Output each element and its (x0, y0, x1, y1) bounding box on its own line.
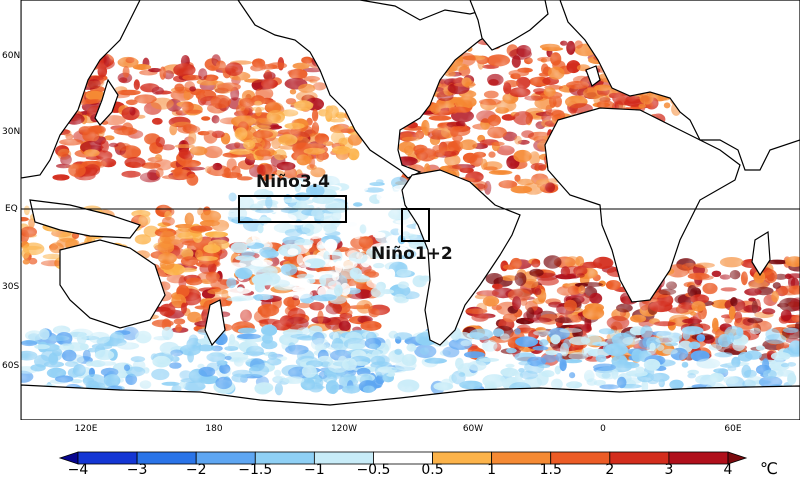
colorbar-tick-label: −0.5 (356, 462, 390, 478)
colorbar (0, 444, 800, 484)
colorbar-tick-label: −3 (127, 462, 148, 478)
sst-anomaly-map (0, 0, 800, 420)
colorbar-tick-label: −1.5 (238, 462, 272, 478)
lon-label-120w: 120W (331, 424, 357, 434)
colorbar-tick-label: 4 (724, 462, 733, 478)
lon-label-120e: 120E (75, 424, 98, 434)
colorbar-tick-label: 3 (664, 462, 673, 478)
lon-label-0: 0 (600, 424, 606, 434)
colorbar-segment (669, 452, 728, 464)
lat-label-30s: 30S (2, 282, 19, 292)
colorbar-segment (610, 452, 669, 464)
nino34-label: Niño3.4 (256, 172, 330, 192)
colorbar-tick-label: 0.5 (421, 462, 443, 478)
lon-label-60e: 60E (724, 424, 741, 434)
colorbar-tick-label: −4 (68, 462, 89, 478)
lat-label-30n: 30N (2, 127, 20, 137)
nino12-label: Niño1+2 (371, 244, 453, 264)
colorbar-tick-label: −2 (186, 462, 207, 478)
lon-label-60w: 60W (463, 424, 483, 434)
colorbar-tick-label: 2 (605, 462, 614, 478)
lon-label-180: 180 (205, 424, 222, 434)
lat-label-60n: 60N (2, 51, 20, 61)
colorbar-unit: ℃ (760, 459, 778, 478)
lat-label-60s: 60S (2, 361, 19, 371)
colorbar-tick-label: 1 (487, 462, 496, 478)
colorbar-tick-label: 1.5 (540, 462, 562, 478)
colorbar-tick-label: −1 (304, 462, 325, 478)
lat-label-eq: EQ (5, 204, 18, 214)
